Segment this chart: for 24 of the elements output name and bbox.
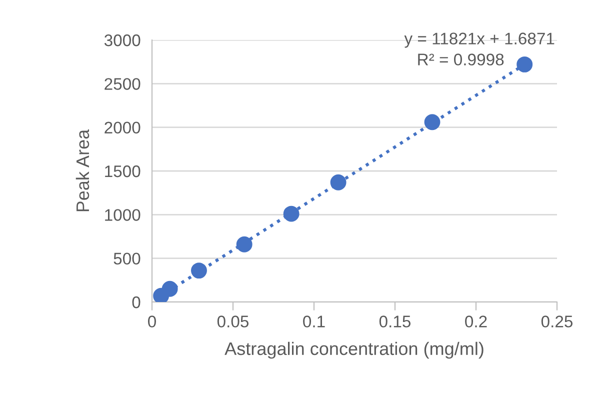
point [330, 174, 346, 190]
point [283, 206, 300, 222]
x-tick-label: 0 [148, 316, 156, 328]
y-tick-label: 1500 [105, 165, 140, 178]
y-tick-label: 2000 [104, 122, 140, 134]
y-tick-label: 1000 [105, 209, 140, 221]
point [236, 236, 252, 252]
y-tick-label: 2500 [104, 78, 140, 90]
x-tick-label: 0.15 [379, 316, 411, 328]
x-tick-label: 0.1 [303, 316, 325, 328]
annotation: R² = 0.9998 [418, 54, 504, 66]
x-tick-label: 0.2 [465, 316, 487, 328]
x-tick-label: 0.25 [541, 316, 573, 328]
x-tick-label: 0.05 [217, 316, 249, 328]
annotation: y = 11821x + 1.6871 [404, 32, 554, 48]
point [191, 262, 207, 279]
point [516, 56, 533, 72]
x-axis-title: Astragalin concentration (mg/ml) [224, 342, 484, 359]
point [424, 114, 440, 130]
y-tick-label: 0 [132, 296, 140, 308]
y-axis-title: Peak Area [76, 129, 90, 212]
point [162, 280, 178, 297]
y-tick-label: 500 [114, 252, 140, 265]
y-tick-label: 3000 [104, 34, 140, 46]
